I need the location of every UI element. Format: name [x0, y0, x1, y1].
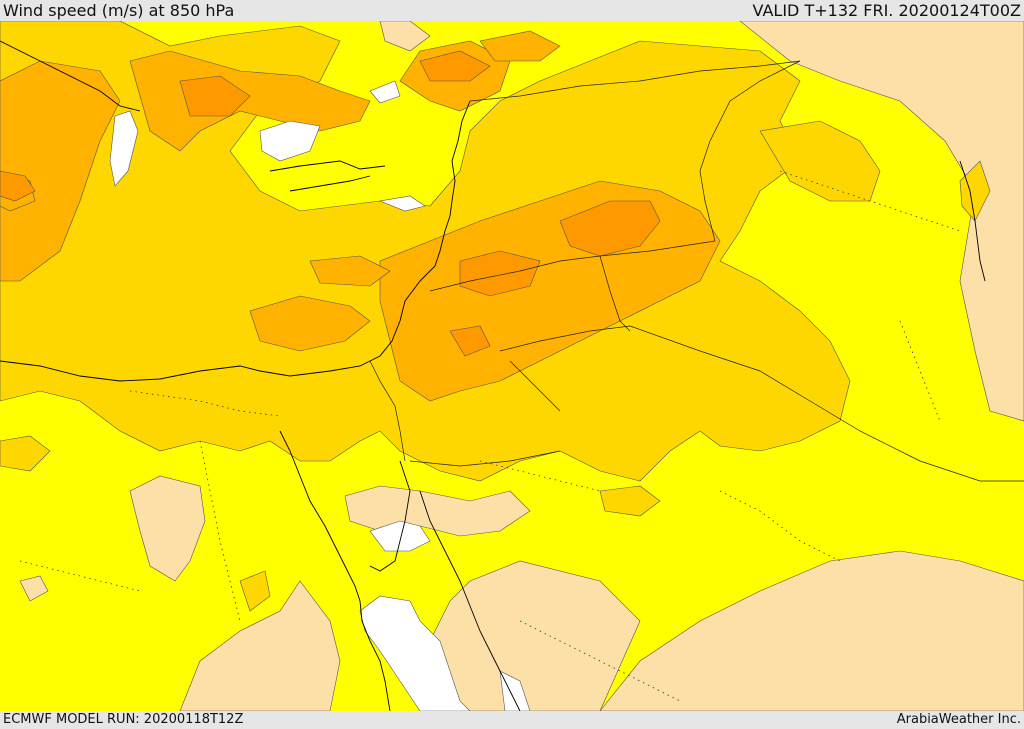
peak-zones: [0, 50, 661, 357]
map-title: Wind speed (m/s) at 850 hPa: [3, 1, 235, 20]
wind-speed-map: [0, 21, 1024, 711]
country-borders: [369, 60, 1024, 482]
valid-time: VALID T+132 FRI. 20200124T00Z: [752, 1, 1021, 20]
map-header: Wind speed (m/s) at 850 hPa VALID T+132 …: [0, 0, 1024, 21]
credit: ArabiaWeather Inc.: [896, 712, 1021, 727]
coastlines: [0, 40, 986, 711]
region-boundaries: [19, 170, 961, 702]
map-canvas: [0, 21, 1024, 711]
map-footer: ECMWF MODEL RUN: 20200118T12Z ArabiaWeat…: [0, 711, 1024, 729]
model-run: ECMWF MODEL RUN: 20200118T12Z: [3, 712, 244, 727]
calm-zones: [19, 21, 1024, 711]
very-calm-zones: [109, 80, 531, 711]
